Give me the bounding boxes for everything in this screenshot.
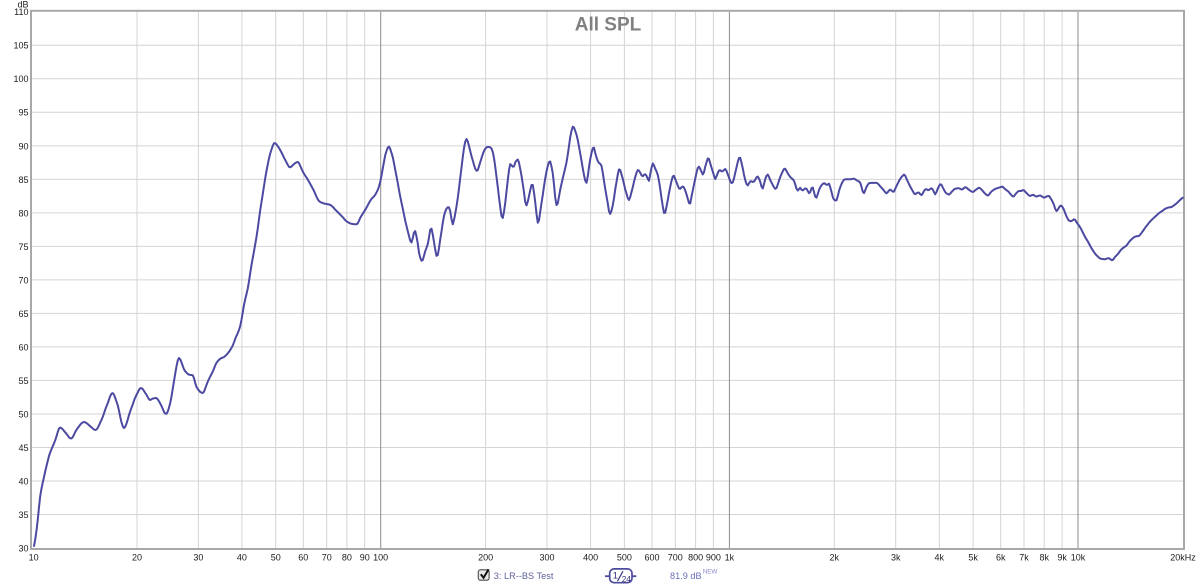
svg-text:50: 50 xyxy=(271,553,281,563)
svg-text:65: 65 xyxy=(18,309,28,319)
svg-text:95: 95 xyxy=(18,108,28,118)
svg-text:50: 50 xyxy=(18,409,28,419)
svg-text:700: 700 xyxy=(668,553,683,563)
svg-text:40: 40 xyxy=(237,553,247,563)
svg-text:1: 1 xyxy=(613,570,618,580)
svg-text:900: 900 xyxy=(706,553,721,563)
svg-text:80: 80 xyxy=(18,208,28,218)
svg-text:40: 40 xyxy=(18,476,28,486)
svg-text:500: 500 xyxy=(617,553,632,563)
svg-text:35: 35 xyxy=(18,510,28,520)
svg-text:70: 70 xyxy=(18,275,28,285)
svg-text:105: 105 xyxy=(13,41,28,51)
svg-text:4k: 4k xyxy=(935,553,945,563)
svg-text:30: 30 xyxy=(18,543,28,553)
svg-text:9k: 9k xyxy=(1057,553,1067,563)
svg-text:400: 400 xyxy=(583,553,598,563)
svg-text:1k: 1k xyxy=(725,553,735,563)
svg-text:5k: 5k xyxy=(968,553,978,563)
svg-text:6k: 6k xyxy=(996,553,1006,563)
svg-text:20kHz: 20kHz xyxy=(1170,553,1196,563)
svg-text:NEW: NEW xyxy=(703,569,718,576)
svg-text:10k: 10k xyxy=(1071,553,1086,563)
svg-text:80: 80 xyxy=(342,553,352,563)
svg-text:7k: 7k xyxy=(1019,553,1029,563)
svg-text:dB: dB xyxy=(17,0,28,10)
svg-text:55: 55 xyxy=(18,376,28,386)
svg-text:45: 45 xyxy=(18,443,28,453)
svg-text:60: 60 xyxy=(298,553,308,563)
svg-text:All SPL: All SPL xyxy=(575,15,642,36)
svg-text:85: 85 xyxy=(18,175,28,185)
svg-text:24: 24 xyxy=(622,574,632,584)
svg-text:20: 20 xyxy=(132,553,142,563)
svg-text:2k: 2k xyxy=(830,553,840,563)
svg-text:30: 30 xyxy=(193,553,203,563)
svg-text:110: 110 xyxy=(14,7,28,17)
svg-text:81.9 dB: 81.9 dB xyxy=(670,571,702,581)
svg-text:70: 70 xyxy=(322,553,332,563)
svg-text:60: 60 xyxy=(18,342,28,352)
svg-text:90: 90 xyxy=(360,553,370,563)
svg-text:100: 100 xyxy=(13,74,28,84)
svg-text:300: 300 xyxy=(539,553,554,563)
svg-text:75: 75 xyxy=(18,242,28,252)
svg-text:10: 10 xyxy=(29,553,39,563)
svg-text:200: 200 xyxy=(478,553,493,563)
svg-text:3k: 3k xyxy=(891,553,901,563)
svg-text:800: 800 xyxy=(688,553,703,563)
svg-text:100: 100 xyxy=(373,553,388,563)
svg-text:8k: 8k xyxy=(1039,553,1049,563)
svg-text:600: 600 xyxy=(644,553,659,563)
svg-text:3: LR--BS Test: 3: LR--BS Test xyxy=(494,571,554,581)
svg-text:90: 90 xyxy=(18,141,28,151)
